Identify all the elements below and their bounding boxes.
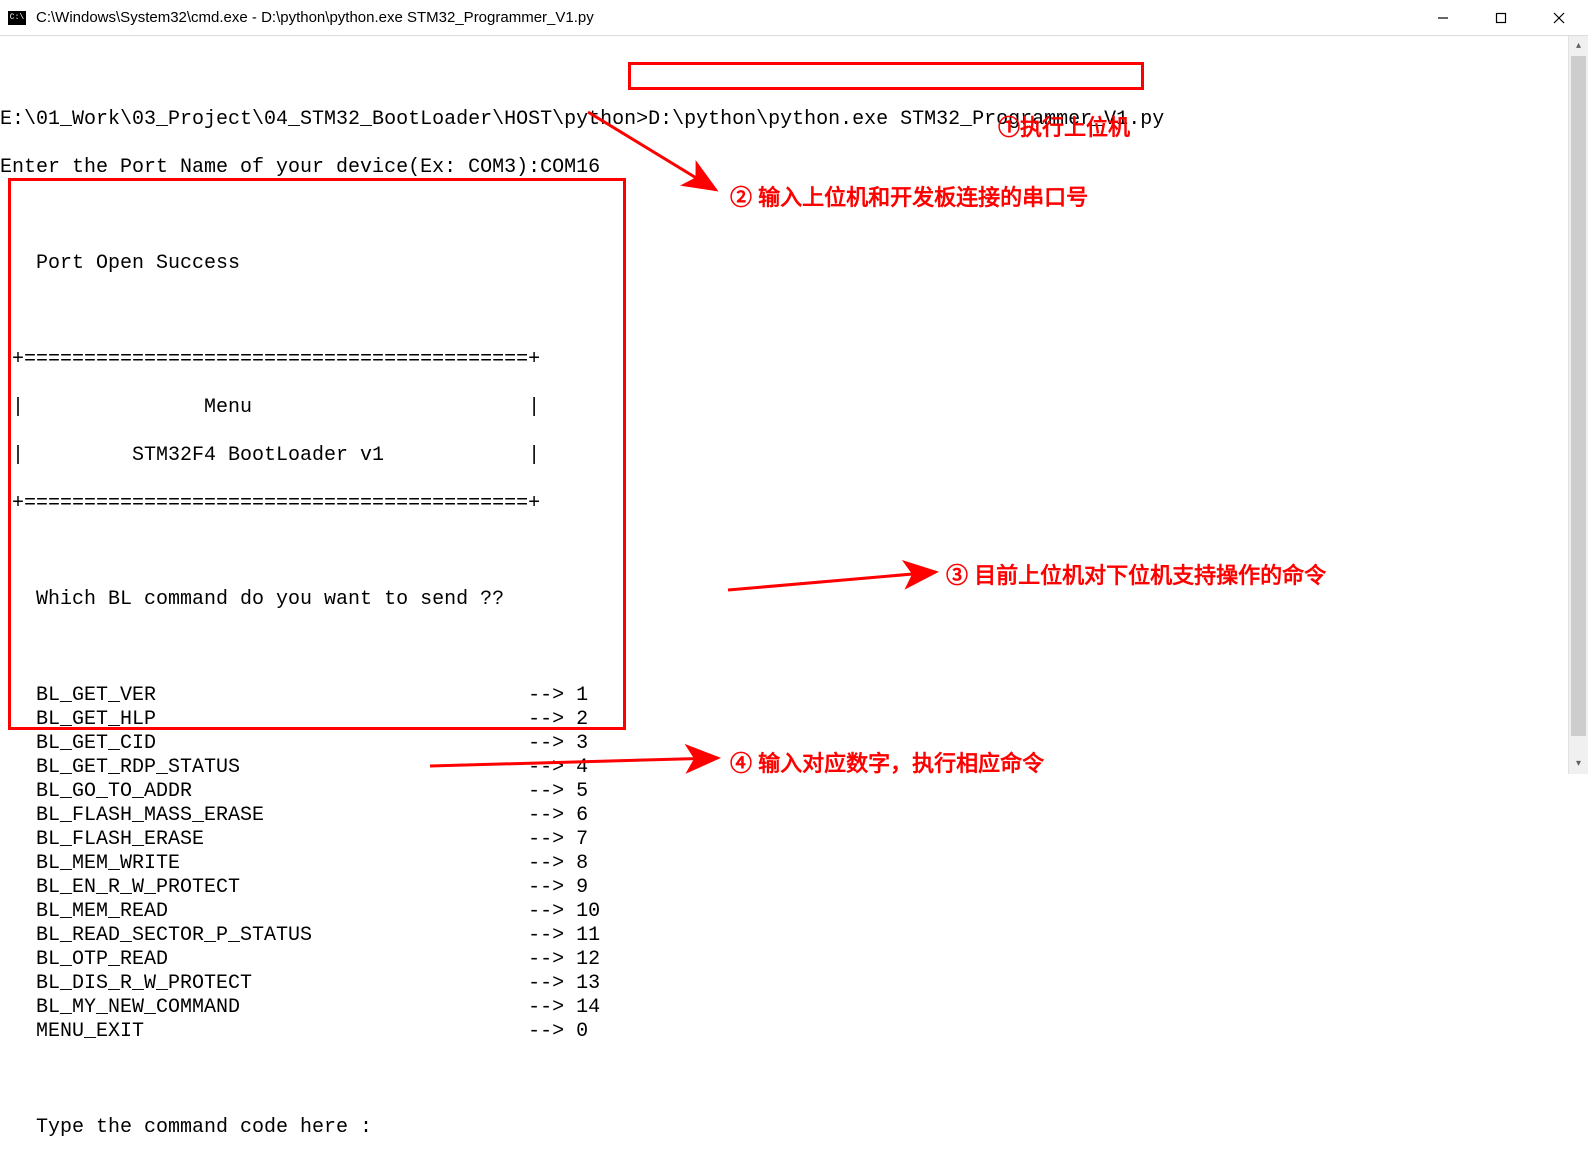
term-blank [0,636,1588,660]
which-cmd-line: Which BL command do you want to send ?? [0,588,1588,612]
port-open-line: Port Open Success [0,252,1588,276]
prompt-path: E:\01_Work\03_Project\04_STM32_BootLoade… [0,108,648,131]
menu-title-2: | STM32F4 BootLoader v1 | [0,444,1588,468]
prompt-line: E:\01_Work\03_Project\04_STM32_BootLoade… [0,108,1588,132]
command-line-15: MENU_EXIT --> 0 [0,1020,1588,1044]
annotation-label-2: ② 输入上位机和开发板连接的串口号 [730,180,1088,212]
close-button[interactable] [1530,0,1588,35]
enter-port-label: Enter the Port Name of your device(Ex: C… [0,156,540,179]
annotation-label-1: ①执行上位机 [998,110,1130,142]
menu-title-1: | Menu | [0,396,1588,420]
command-line-2: BL_GET_HLP --> 2 [0,708,1588,732]
command-line-5: BL_GO_TO_ADDR --> 5 [0,780,1588,804]
maximize-button[interactable] [1472,0,1530,35]
term-blank [0,540,1588,564]
menu-border-bottom: +=======================================… [0,492,1588,516]
window-controls [1414,0,1588,35]
menu-border-top: +=======================================… [0,348,1588,372]
scroll-up-icon[interactable]: ▴ [1569,36,1588,56]
annotation-label-3: ③ 目前上位机对下位机支持操作的命令 [946,558,1326,590]
scroll-down-icon[interactable]: ▾ [1569,754,1588,774]
command-line-13: BL_DIS_R_W_PROTECT --> 13 [0,972,1588,996]
term-blank [0,300,1588,324]
command-line-6: BL_FLASH_MASS_ERASE --> 6 [0,804,1588,828]
port-value: COM16 [540,156,600,179]
command-line-11: BL_READ_SECTOR_P_STATUS --> 11 [0,924,1588,948]
vertical-scrollbar[interactable]: ▴ ▾ [1568,36,1588,774]
command-line-7: BL_FLASH_ERASE --> 7 [0,828,1588,852]
term-blank [0,60,1588,84]
command-line-9: BL_EN_R_W_PROTECT --> 9 [0,876,1588,900]
minimize-button[interactable] [1414,0,1472,35]
command-list: BL_GET_VER --> 1 BL_GET_HLP --> 2 BL_GET… [0,684,1588,1044]
command-line-14: BL_MY_NEW_COMMAND --> 14 [0,996,1588,1020]
enter-port-line: Enter the Port Name of your device(Ex: C… [0,156,1588,180]
annotation-label-4: ④ 输入对应数字，执行相应命令 [730,746,1044,778]
type-code-line: Type the command code here : [0,1116,1588,1140]
command-line-10: BL_MEM_READ --> 10 [0,900,1588,924]
window-title: C:\Windows\System32\cmd.exe - D:\python\… [36,9,1414,26]
window-titlebar: C:\ C:\Windows\System32\cmd.exe - D:\pyt… [0,0,1588,36]
command-line-12: BL_OTP_READ --> 12 [0,948,1588,972]
cmd-icon: C:\ [8,11,26,25]
command-line-8: BL_MEM_WRITE --> 8 [0,852,1588,876]
scroll-thumb[interactable] [1571,56,1586,736]
term-blank [0,1068,1588,1092]
command-line-1: BL_GET_VER --> 1 [0,684,1588,708]
